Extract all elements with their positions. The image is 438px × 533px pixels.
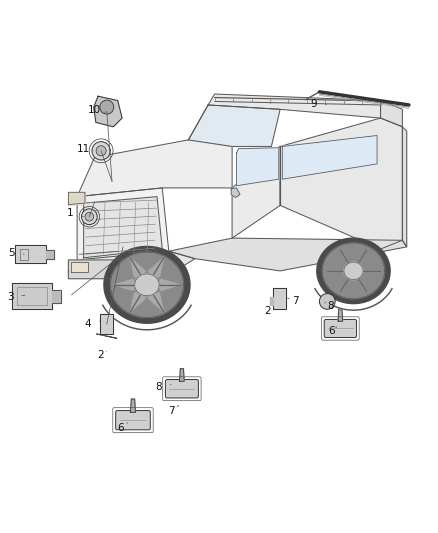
Text: 6: 6 [117,423,128,433]
Polygon shape [14,245,46,263]
Text: 7: 7 [288,296,299,306]
Polygon shape [169,238,407,271]
Polygon shape [135,274,159,296]
Circle shape [81,209,97,224]
Polygon shape [317,238,390,304]
Polygon shape [338,309,343,321]
Text: 2: 2 [97,350,106,360]
Text: 8: 8 [325,301,334,311]
Text: 5: 5 [8,248,24,259]
Circle shape [319,294,335,309]
Polygon shape [280,118,403,249]
Polygon shape [131,259,145,277]
Polygon shape [131,399,135,413]
Polygon shape [100,314,113,334]
Polygon shape [148,259,163,277]
FancyBboxPatch shape [116,410,150,430]
Polygon shape [344,262,363,280]
Polygon shape [273,288,286,309]
Polygon shape [71,262,88,272]
Polygon shape [68,192,85,205]
Text: 3: 3 [7,292,25,302]
Text: 4: 4 [85,319,100,329]
Polygon shape [68,260,177,279]
Text: 2: 2 [265,306,274,316]
Polygon shape [110,252,184,318]
Circle shape [92,142,110,160]
Circle shape [85,213,94,221]
Text: 6: 6 [328,326,337,336]
Polygon shape [208,94,381,118]
Polygon shape [94,96,122,127]
FancyBboxPatch shape [166,379,198,398]
Polygon shape [12,283,52,309]
Text: 10: 10 [88,105,105,115]
Polygon shape [381,101,403,127]
Polygon shape [188,105,280,147]
Polygon shape [237,148,279,185]
Polygon shape [52,289,60,303]
Polygon shape [77,251,195,271]
Text: 11: 11 [77,143,93,154]
Polygon shape [180,369,184,381]
Polygon shape [231,188,240,198]
Polygon shape [270,297,273,305]
Circle shape [96,146,106,156]
Circle shape [100,100,114,114]
Polygon shape [104,246,190,323]
Polygon shape [97,334,117,338]
Polygon shape [148,293,163,311]
Polygon shape [232,147,280,238]
Polygon shape [46,250,54,259]
Polygon shape [131,293,145,311]
Text: 9: 9 [311,99,327,109]
Polygon shape [77,140,232,197]
Polygon shape [322,243,385,298]
Text: 1: 1 [67,208,84,218]
Text: 7: 7 [168,405,179,416]
Text: 8: 8 [155,382,171,392]
Polygon shape [283,135,377,179]
Polygon shape [403,127,407,247]
Polygon shape [77,188,169,260]
Polygon shape [159,279,180,290]
Polygon shape [114,279,135,290]
FancyBboxPatch shape [324,319,357,337]
Polygon shape [84,197,162,258]
